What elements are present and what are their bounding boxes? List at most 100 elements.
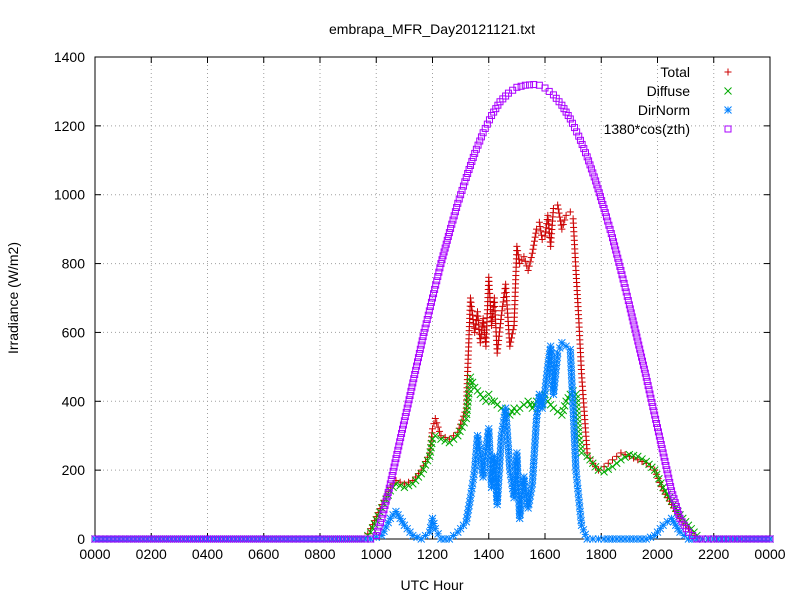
data-point (382, 497, 390, 505)
data-point (236, 535, 244, 543)
data-point (658, 445, 666, 453)
data-point (95, 535, 103, 543)
data-point (485, 116, 493, 124)
data-point (558, 411, 566, 419)
data-point (312, 535, 320, 543)
data-point (661, 457, 669, 465)
data-point (507, 338, 515, 346)
data-point (638, 353, 646, 361)
data-point (663, 517, 672, 526)
y-tick-label: 400 (62, 393, 86, 409)
data-point (171, 535, 179, 543)
data-point (619, 275, 627, 283)
data-point (392, 455, 400, 463)
data-point (396, 481, 405, 490)
data-point (538, 404, 547, 413)
x-tick-label: 0600 (248, 546, 279, 562)
data-point (465, 165, 473, 173)
data-point (405, 396, 413, 404)
data-point (758, 535, 766, 543)
data-point (600, 468, 608, 476)
data-point (456, 427, 464, 436)
data-point (383, 493, 391, 501)
data-point (541, 232, 549, 240)
data-point (115, 535, 123, 543)
data-point (403, 404, 411, 412)
data-point (521, 81, 529, 89)
data-point (576, 136, 584, 144)
data-point (633, 333, 641, 341)
data-point (475, 440, 483, 449)
data-point (659, 449, 667, 457)
y-tick-label: 800 (62, 256, 86, 272)
data-point (530, 237, 538, 245)
data-point (468, 157, 476, 165)
data-point (537, 231, 545, 239)
legend-marker (724, 87, 732, 95)
chart-title: embrapa_MFR_Day20121121.txt (329, 21, 535, 37)
data-point (399, 421, 407, 429)
data-point (414, 358, 421, 366)
data-point (414, 354, 422, 362)
data-point (594, 185, 602, 193)
data-point (555, 209, 563, 217)
data-point (625, 301, 633, 309)
data-point (461, 178, 469, 186)
data-point (590, 173, 598, 181)
data-point (621, 453, 630, 462)
data-point (458, 186, 466, 194)
data-point (220, 535, 228, 543)
data-point (669, 491, 677, 499)
data-point (636, 345, 644, 353)
data-point (445, 535, 454, 543)
x-tick-label: 1400 (473, 546, 504, 562)
data-point (379, 510, 387, 518)
data-point (320, 535, 328, 543)
data-point (642, 535, 651, 543)
data-point (724, 535, 732, 543)
data-point (559, 221, 567, 229)
data-point (655, 432, 663, 440)
x-tick-label: 0800 (304, 546, 335, 562)
data-point (762, 535, 770, 543)
data-point (111, 535, 119, 543)
data-point (151, 535, 159, 543)
data-point (479, 129, 487, 137)
data-point (454, 199, 462, 207)
data-point (179, 535, 187, 543)
data-point (484, 390, 493, 399)
data-point (633, 452, 642, 461)
data-point (654, 424, 661, 432)
data-point (147, 535, 155, 543)
data-point (609, 234, 616, 242)
data-point (616, 262, 624, 270)
data-point (560, 402, 569, 410)
data-point (167, 535, 175, 543)
data-point (549, 204, 557, 212)
data-point (107, 535, 115, 543)
x-tick-label: 0400 (192, 546, 223, 562)
data-point (468, 307, 476, 315)
data-point (418, 337, 426, 345)
data-point (639, 361, 647, 369)
data-point (652, 415, 660, 423)
data-point (517, 497, 526, 506)
legend: Total Diffuse DirNorm 1380*cos(zth) (604, 64, 732, 137)
data-point (742, 535, 750, 543)
data-point (432, 281, 440, 289)
data-point (444, 232, 452, 240)
data-point (611, 242, 619, 250)
data-point (558, 338, 566, 347)
data-point (155, 535, 163, 543)
data-point (437, 260, 445, 268)
data-point (449, 216, 457, 224)
data-point (472, 320, 480, 328)
data-point (449, 531, 458, 540)
data-point (754, 535, 762, 543)
data-point (345, 535, 353, 543)
data-point (423, 316, 431, 324)
data-point (653, 419, 661, 427)
data-point (437, 435, 445, 444)
data-point (635, 341, 643, 349)
